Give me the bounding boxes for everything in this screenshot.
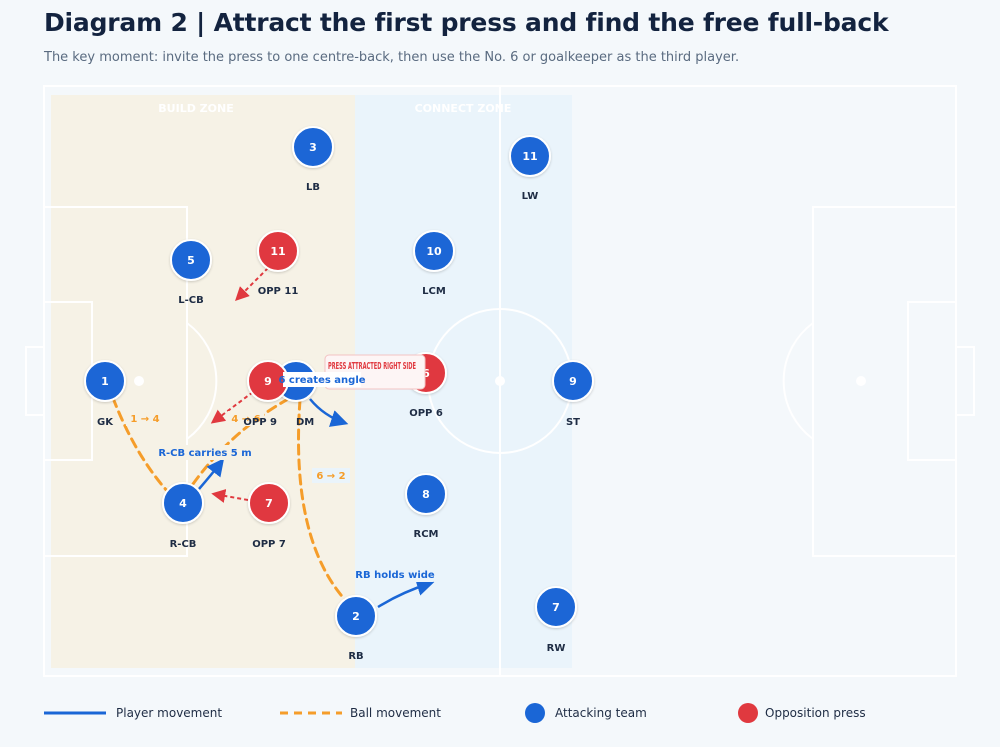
press-callout-label: PRESS ATTRACTED RIGHT SIDE: [328, 361, 416, 372]
ball-movement-swatch: [280, 711, 342, 715]
player-marker: [162, 482, 204, 524]
player-marker: [84, 360, 126, 402]
player-number: 1: [101, 375, 109, 388]
legend-ball-movement: Ball movement: [280, 700, 441, 726]
player-role-label: GK: [97, 417, 114, 428]
opp7-press-arrow: [211, 489, 249, 503]
player-role-label: OPP 7: [252, 539, 286, 550]
opponent-opp9: 9: [247, 360, 289, 402]
player-role-label: OPP 11: [258, 286, 299, 297]
left-penalty-spot: [134, 376, 144, 386]
player-lb: 3: [292, 126, 334, 168]
legend-ball-movement-label: Ball movement: [350, 706, 441, 720]
player-number: 10: [426, 245, 442, 258]
player-number: 4: [179, 497, 187, 510]
right-penalty-spot: [856, 376, 866, 386]
opponent-opp7: 7: [248, 482, 290, 524]
player-number: 9: [569, 375, 577, 388]
legend-player-movement: Player movement: [44, 700, 222, 726]
player-number: 11: [522, 150, 537, 163]
player-marker: [170, 239, 212, 281]
player-lw: 11: [509, 135, 551, 177]
player-role-label: RW: [547, 643, 566, 654]
opponent-opp11: 11: [257, 230, 299, 272]
player-role-label: R-CB: [170, 539, 197, 550]
pass-4-6-label: 4 → 6: [231, 414, 260, 425]
opposition-press-swatch: [738, 703, 758, 723]
pass-1-to-4: [111, 396, 170, 494]
player-rcm: 8: [405, 473, 447, 515]
player-marker: [248, 482, 290, 524]
player-number: 11: [270, 245, 285, 258]
player-movements: [198, 398, 435, 609]
player-marker: [509, 135, 551, 177]
legend-player-movement-label: Player movement: [116, 706, 223, 720]
pass-4-to-6: [191, 396, 292, 486]
pass-6-to-2: [297, 398, 349, 604]
player-number: 3: [309, 141, 317, 154]
player-role-label: LCM: [422, 286, 446, 297]
legend-opposition-press: Opposition press: [737, 700, 866, 726]
opp11-press-arrow: [235, 267, 269, 301]
player-marker: [405, 473, 447, 515]
legend-attacking-team-label: Attacking team: [555, 706, 647, 720]
page-subtitle: The key moment: invite the press to one …: [44, 50, 740, 65]
player-movement-swatch: [44, 711, 106, 715]
build-zone-label: BUILD ZONE: [158, 102, 233, 115]
player-marker: [257, 230, 299, 272]
player-marker: [535, 586, 577, 628]
connect-zone-label: CONNECT ZONE: [415, 102, 512, 115]
player-st: 9: [552, 360, 594, 402]
player-marker: [292, 126, 334, 168]
legend: Player movement Ball movement Attacking …: [0, 700, 1000, 730]
legend-attacking-team: Attacking team: [524, 700, 647, 726]
player-role-label: LW: [522, 191, 539, 202]
player-number: 6: [422, 367, 430, 380]
player-rw: 7: [535, 586, 577, 628]
rcb-carry-arrow: [198, 458, 225, 490]
player-number: 2: [352, 610, 360, 623]
player-role-label: OPP 6: [409, 408, 443, 419]
player-role-label: DM: [296, 417, 314, 428]
player-lcm: 10: [413, 230, 455, 272]
rb-wide-label: RB holds wide: [355, 570, 435, 581]
player-role-label: ST: [566, 417, 580, 428]
player-role-label: LB: [306, 182, 320, 193]
dm-angle-arrow: [309, 398, 349, 427]
centre-spot: [495, 376, 505, 386]
rcb-carry-label: R-CB carries 5 m: [158, 448, 251, 459]
player-marker: [335, 595, 377, 637]
dm-angle-label: 6 creates angle: [278, 375, 365, 386]
ball-movements: [111, 396, 349, 604]
page-title: Diagram 2 | Attract the first press and …: [44, 8, 889, 37]
pass-1-4-label: 1 → 4: [130, 414, 159, 425]
player-rcb: 4: [162, 482, 204, 524]
player-role-label: L-CB: [178, 295, 203, 306]
press-movements: [210, 267, 269, 503]
pass-6-2-label: 6 → 2: [316, 471, 345, 482]
player-number: 7: [265, 497, 273, 510]
player-role-label: RB: [348, 651, 363, 662]
player-marker: [413, 230, 455, 272]
player-number: 9: [264, 375, 272, 388]
attacking-team-swatch: [525, 703, 545, 723]
player-number: 5: [187, 254, 195, 267]
player-number: 8: [422, 488, 430, 501]
player-lcb: 5: [170, 239, 212, 281]
opp9-press-arrow: [210, 391, 254, 424]
player-role-label: OPP 9: [243, 417, 277, 428]
rb-wide-arrow: [377, 578, 435, 609]
player-rb: 2: [335, 595, 377, 637]
player-gk: 1: [84, 360, 126, 402]
player-role-label: RCM: [414, 529, 439, 540]
legend-opposition-press-label: Opposition press: [765, 706, 866, 720]
player-number: 7: [552, 601, 560, 614]
player-marker: [552, 360, 594, 402]
